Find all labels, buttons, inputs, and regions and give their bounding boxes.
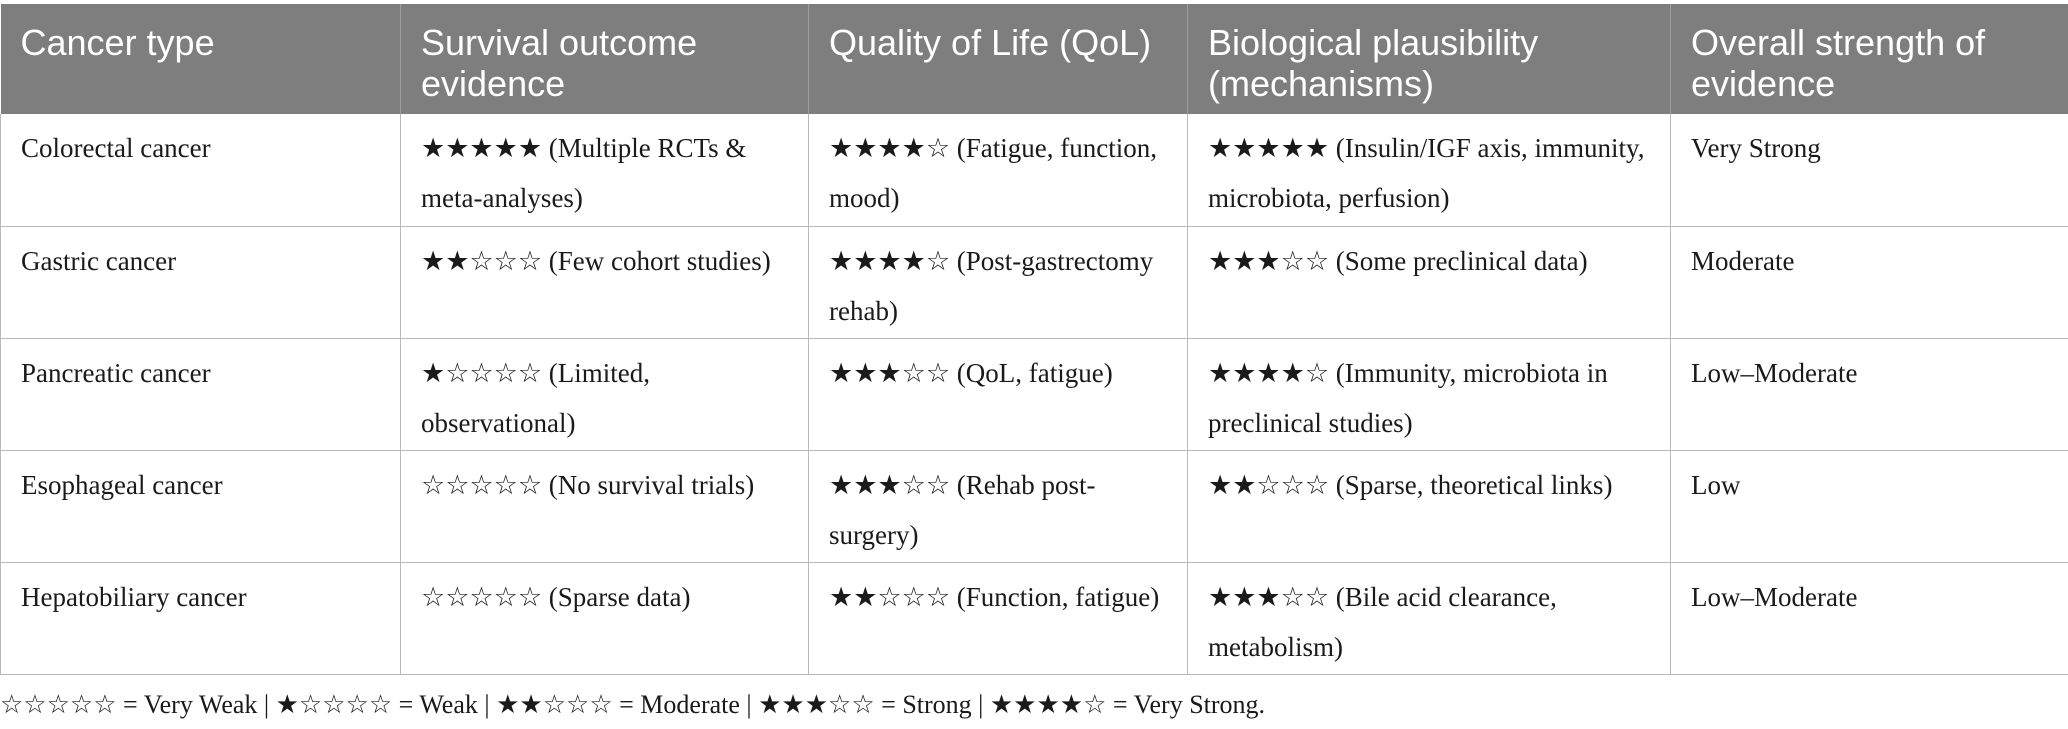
header-quality-of-life: Quality of Life (QoL) (808, 4, 1188, 114)
cell-overall-strength: Very Strong (1670, 114, 2068, 227)
cell-survival-outcome: ★☆☆☆☆ (Limited, observational) (400, 338, 809, 451)
cell-cancer-type: Esophageal cancer (0, 450, 401, 563)
cell-survival-outcome: ☆☆☆☆☆ (No survival trials) (400, 450, 809, 563)
cell-overall-strength: Low–Moderate (1670, 338, 2068, 451)
table-row: Gastric cancer ★★☆☆☆ (Few cohort studies… (0, 226, 2068, 339)
table-row: Pancreatic cancer ★☆☆☆☆ (Limited, observ… (0, 338, 2068, 451)
cell-cancer-type: Gastric cancer (0, 226, 401, 339)
table-row: Hepatobiliary cancer ☆☆☆☆☆ (Sparse data)… (0, 562, 2068, 675)
cell-survival-outcome: ☆☆☆☆☆ (Sparse data) (400, 562, 809, 675)
header-cancer-type: Cancer type (0, 4, 401, 114)
cell-quality-of-life: ★★★★☆ (Post-gastrectomy rehab) (808, 226, 1188, 339)
table-header: Cancer type Survival outcome evidence Qu… (0, 4, 2068, 114)
cell-biological-plausibility: ★★★★★ (Insulin/IGF axis, immunity, micro… (1187, 114, 1671, 227)
header-overall-strength: Overall strength of evidence (1670, 4, 2068, 114)
cell-cancer-type: Colorectal cancer (0, 114, 401, 227)
cell-biological-plausibility: ★★★★☆ (Immunity, microbiota in preclinic… (1187, 338, 1671, 451)
header-survival-outcome: Survival outcome evidence (400, 4, 809, 114)
table-row: Esophageal cancer ☆☆☆☆☆ (No survival tri… (0, 450, 2068, 563)
cell-quality-of-life: ★★★☆☆ (Rehab post-surgery) (808, 450, 1188, 563)
cell-biological-plausibility: ★★★☆☆ (Bile acid clearance, metabolism) (1187, 562, 1671, 675)
cell-overall-strength: Low (1670, 450, 2068, 563)
cell-biological-plausibility: ★★☆☆☆ (Sparse, theoretical links) (1187, 450, 1671, 563)
cell-cancer-type: Hepatobiliary cancer (0, 562, 401, 675)
cell-quality-of-life: ★★★★☆ (Fatigue, function, mood) (808, 114, 1188, 227)
cell-cancer-type: Pancreatic cancer (0, 338, 401, 451)
cell-quality-of-life: ★★★☆☆ (QoL, fatigue) (808, 338, 1188, 451)
evidence-table-container: Cancer type Survival outcome evidence Qu… (0, 4, 2068, 675)
cell-quality-of-life: ★★☆☆☆ (Function, fatigue) (808, 562, 1188, 675)
cell-overall-strength: Moderate (1670, 226, 2068, 339)
table-body: Colorectal cancer ★★★★★ (Multiple RCTs &… (0, 114, 2068, 675)
table-row: Colorectal cancer ★★★★★ (Multiple RCTs &… (0, 114, 2068, 227)
evidence-table: Cancer type Survival outcome evidence Qu… (0, 4, 2068, 675)
cell-biological-plausibility: ★★★☆☆ (Some preclinical data) (1187, 226, 1671, 339)
cell-overall-strength: Low–Moderate (1670, 562, 2068, 675)
header-biological-plausibility: Biological plausibility (mechanisms) (1187, 4, 1671, 114)
header-row: Cancer type Survival outcome evidence Qu… (0, 4, 2068, 114)
star-rating-legend: ☆☆☆☆☆ = Very Weak | ★☆☆☆☆ = Weak | ★★☆☆☆… (0, 690, 1266, 719)
cell-survival-outcome: ★★☆☆☆ (Few cohort studies) (400, 226, 809, 339)
cell-survival-outcome: ★★★★★ (Multiple RCTs & meta-analyses) (400, 114, 809, 227)
